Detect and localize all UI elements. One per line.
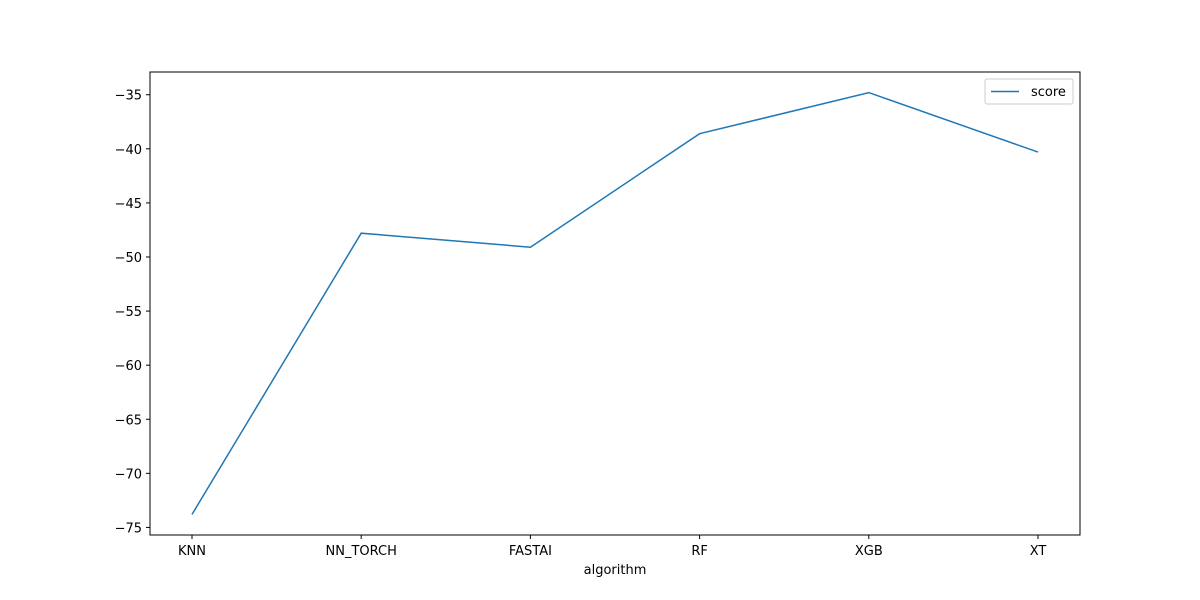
legend-box: [984, 78, 1074, 105]
x-tick-label: FASTAI: [509, 544, 552, 559]
x-tick-label: XGB: [855, 544, 883, 559]
plot-frame: [149, 71, 1081, 536]
x-tick-label: NN_TORCH: [326, 544, 397, 559]
x-tick-label: RF: [691, 544, 708, 559]
y-tick-label: −65: [115, 413, 142, 428]
x-axis-ticks: KNN NN_TORCH FASTAI RF XGB XT: [178, 535, 1046, 559]
x-tick-label: KNN: [178, 544, 206, 559]
x-axis-label: algorithm: [584, 563, 647, 578]
y-tick-label: −40: [115, 143, 142, 158]
y-tick-label: −55: [115, 305, 142, 320]
y-tick-label: −75: [115, 521, 142, 536]
x-tick-label: XT: [1030, 544, 1047, 559]
legend: score: [984, 78, 1074, 105]
series-line-score: [191, 91, 1039, 515]
y-tick-label: −50: [115, 251, 142, 266]
y-tick-label: −45: [115, 197, 142, 212]
legend-label-score: score: [1031, 85, 1066, 100]
y-tick-label: −60: [115, 359, 142, 374]
y-tick-label: −70: [115, 467, 142, 482]
plot-area: [150, 72, 1080, 535]
y-tick-label: −35: [115, 89, 142, 104]
y-axis-ticks: −75 −70 −65 −60 −55 −50 −45 −40 −35: [115, 89, 150, 536]
